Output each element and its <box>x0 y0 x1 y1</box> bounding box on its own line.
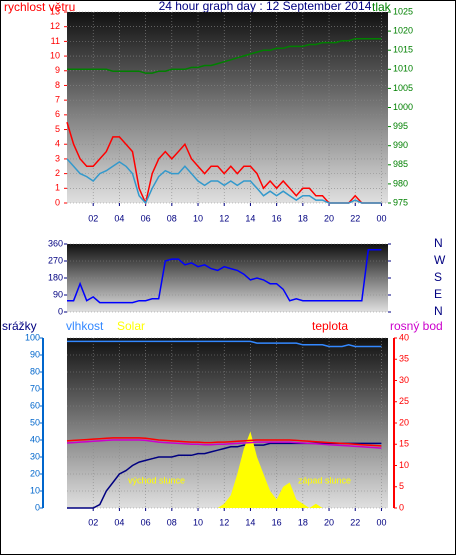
x-tick-label: 12 <box>219 517 229 527</box>
x-tick-label: 18 <box>298 213 308 223</box>
x-tick-label: 20 <box>324 517 334 527</box>
y-tick-label: 50 <box>30 417 40 427</box>
line <box>66 437 382 447</box>
y2-tick-label: 10 <box>399 460 409 470</box>
x-tick-label: 02 <box>88 213 98 223</box>
x-tick-label: 00 <box>376 517 386 527</box>
y2-tick-label: 995 <box>393 121 408 131</box>
y-tick-label: 1 <box>55 183 60 193</box>
y-tick-label: 13 <box>50 6 60 16</box>
y-tick-label: 80 <box>30 366 40 376</box>
y-tick-label: 60 <box>30 400 40 410</box>
x-tick-label: 20 <box>324 213 334 223</box>
y-tick-label: 10 <box>50 50 60 60</box>
y2-tick-label: 990 <box>393 140 408 150</box>
x-tick-label: 10 <box>193 517 203 527</box>
x-tick-label: 12 <box>219 213 229 223</box>
y2-tick-label: 1005 <box>393 83 413 93</box>
legend-label: rychlost větru <box>4 0 75 14</box>
y-tick-label: 90 <box>53 289 63 299</box>
x-tick-label: 10 <box>193 213 203 223</box>
y-tick-label: 70 <box>30 383 40 393</box>
x-tick-label: 18 <box>298 517 308 527</box>
y-tick-label: 180 <box>48 272 63 282</box>
y2-tick-label: 1015 <box>393 45 413 55</box>
y-tick-label: 0 <box>35 502 40 512</box>
y-tick-label: 20 <box>30 468 40 478</box>
line <box>67 340 382 348</box>
y2-tick-label: 1010 <box>393 64 413 74</box>
line <box>67 37 382 74</box>
y-tick-label: 40 <box>30 434 40 444</box>
line <box>66 439 382 449</box>
y-tick-label: 30 <box>30 451 40 461</box>
y2-tick-label: N <box>434 304 443 318</box>
legend-label: vlhkost <box>66 319 104 333</box>
y2-tick-label: 985 <box>393 159 408 169</box>
annotation: východ slunce <box>128 475 185 485</box>
y2-tick-label: 975 <box>393 197 408 207</box>
plot-area <box>67 12 388 203</box>
y-tick-label: 10 <box>30 485 40 495</box>
line <box>67 248 382 304</box>
y2-tick-label: 30 <box>399 375 409 385</box>
y2-tick-label: 25 <box>399 396 409 406</box>
x-tick-label: 14 <box>245 213 255 223</box>
y2-tick-label: 40 <box>399 332 409 342</box>
y2-tick-label: 20 <box>399 417 409 427</box>
y2-tick-label: 15 <box>399 439 409 449</box>
y-tick-label: 6 <box>55 109 60 119</box>
x-tick-label: 08 <box>167 517 177 527</box>
x-tick-label: 04 <box>114 517 124 527</box>
x-tick-label: 14 <box>245 517 255 527</box>
legend-label: srážky <box>2 319 37 333</box>
y2-tick-label: S <box>434 270 442 284</box>
chart-title: 24 hour graph day : 12 September 2014 <box>159 0 372 13</box>
line <box>66 158 382 205</box>
y-tick-label: 8 <box>55 80 60 90</box>
y-tick-label: 2 <box>55 168 60 178</box>
x-tick-label: 22 <box>350 517 360 527</box>
y2-tick-label: 1000 <box>393 102 413 112</box>
x-tick-label: 04 <box>114 213 124 223</box>
y2-tick-label: E <box>434 287 442 301</box>
y2-tick-label: W <box>434 253 446 267</box>
y-tick-label: 4 <box>55 139 60 149</box>
legend-label: rosný bod <box>390 319 443 333</box>
x-tick-label: 02 <box>88 517 98 527</box>
line <box>67 442 382 509</box>
x-tick-label: 16 <box>272 213 282 223</box>
x-tick-label: 06 <box>141 517 151 527</box>
x-tick-label: 00 <box>376 213 386 223</box>
x-tick-label: 16 <box>272 517 282 527</box>
y-tick-label: 270 <box>48 255 63 265</box>
x-tick-label: 22 <box>350 213 360 223</box>
y-tick-label: 0 <box>58 306 63 316</box>
y2-tick-label: 5 <box>399 481 404 491</box>
y2-tick-label: 1020 <box>393 25 413 35</box>
x-tick-label: 08 <box>167 213 177 223</box>
y-tick-label: 0 <box>55 197 60 207</box>
y-tick-label: 100 <box>25 332 40 342</box>
y-tick-label: 90 <box>30 349 40 359</box>
x-tick-label: 06 <box>141 213 151 223</box>
legend-label: teplota <box>312 319 348 333</box>
y-tick-label: 360 <box>48 238 63 248</box>
annotation: západ slunce <box>298 475 351 485</box>
y2-tick-label: 980 <box>393 178 408 188</box>
y-tick-label: 12 <box>50 21 60 31</box>
legend-label: Solar <box>117 319 145 333</box>
y2-tick-label: N <box>434 236 443 250</box>
y-tick-label: 9 <box>55 65 60 75</box>
y2-tick-label: 1025 <box>393 6 413 16</box>
y2-tick-label: 0 <box>399 502 404 512</box>
y2-tick-label: 35 <box>399 354 409 364</box>
y-tick-label: 5 <box>55 124 60 134</box>
y-tick-label: 7 <box>55 95 60 105</box>
legend-label: tlak <box>372 0 392 14</box>
y-tick-label: 3 <box>55 153 60 163</box>
y-tick-label: 11 <box>51 36 60 46</box>
